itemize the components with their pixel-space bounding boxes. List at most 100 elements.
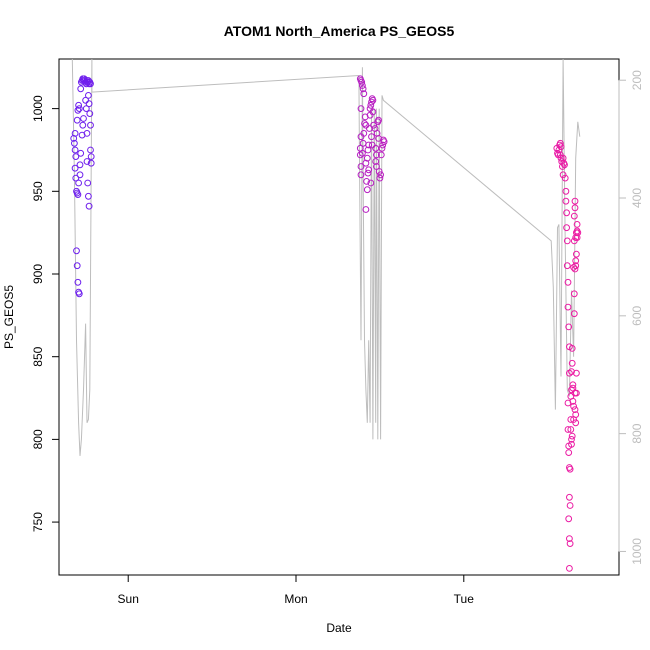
data-point (77, 149, 85, 157)
data-point (357, 163, 365, 170)
data-point (572, 257, 580, 265)
data-point (76, 171, 84, 179)
data-point (77, 85, 85, 93)
data-point (362, 121, 370, 129)
data-point (368, 133, 375, 141)
data-point (573, 221, 581, 228)
data-point (85, 92, 92, 99)
data-point (83, 158, 91, 165)
data-point (565, 323, 573, 331)
data-point (72, 153, 80, 161)
data-point (565, 515, 573, 523)
data-point (563, 262, 571, 270)
data-point (87, 146, 94, 154)
data-point (559, 154, 567, 162)
data-point (73, 116, 81, 124)
data-point (566, 493, 573, 501)
data-point (75, 101, 82, 109)
data-point (85, 192, 92, 200)
y2-tick-label: 600 (630, 305, 644, 325)
y-tick-label: 850 (31, 346, 45, 366)
data-point (361, 120, 368, 127)
plot-frame (58, 58, 620, 576)
data-point (71, 130, 79, 137)
data-point (573, 250, 580, 258)
data-point (561, 174, 569, 182)
y2-tick-label: 200 (630, 70, 644, 90)
data-point (563, 224, 570, 232)
data-point (74, 106, 82, 114)
data-point (360, 90, 368, 98)
data-point (74, 191, 82, 199)
data-point (566, 565, 573, 572)
data-point (569, 381, 577, 389)
data-point (557, 154, 565, 162)
data-point (75, 290, 83, 298)
data-point (378, 144, 386, 152)
x-axis: Sun Mon Tue (118, 574, 475, 606)
data-point (71, 146, 79, 154)
data-point (565, 449, 573, 457)
data-point (559, 163, 566, 170)
data-point (570, 212, 578, 220)
data-point (377, 151, 385, 159)
data-point (82, 96, 89, 104)
data-point (357, 105, 365, 112)
data-point (566, 540, 574, 547)
data-point (573, 369, 580, 377)
data-point (359, 149, 366, 157)
data-point (573, 389, 580, 397)
data-point (571, 265, 579, 273)
point-series-3 (553, 139, 582, 572)
y-tick-label: 750 (31, 512, 45, 532)
data-point (562, 187, 570, 195)
data-point (357, 171, 365, 179)
data-point (571, 197, 579, 205)
data-point (85, 202, 93, 210)
data-point (356, 151, 364, 159)
data-point (571, 406, 579, 414)
data-point (572, 419, 580, 427)
data-point (373, 163, 380, 170)
data-point (83, 130, 91, 137)
data-point (368, 98, 375, 106)
data-point (564, 303, 572, 311)
data-point (71, 164, 79, 172)
data-point (370, 121, 378, 129)
x-tick-label: Mon (284, 592, 307, 606)
data-point (568, 345, 576, 352)
data-point (365, 141, 373, 149)
data-point (573, 234, 581, 242)
data-point (74, 278, 82, 286)
data-point (369, 96, 377, 104)
y-tick-label: 900 (31, 264, 45, 284)
data-point (362, 206, 370, 213)
x-tick-label: Tue (454, 592, 475, 606)
x-tick-label: Sun (118, 592, 139, 606)
data-point (566, 369, 573, 377)
data-point (567, 416, 575, 423)
data-point (358, 78, 366, 86)
y-axis-label: PS_GEOS5 (2, 285, 16, 349)
data-point (364, 169, 372, 177)
data-point (564, 426, 572, 433)
data-point (367, 179, 375, 187)
y2-tick-label: 1000 (630, 538, 644, 565)
data-point (556, 139, 564, 147)
data-point (359, 85, 367, 93)
data-point (572, 411, 580, 419)
data-point (376, 174, 384, 182)
data-point (568, 440, 575, 448)
data-point (570, 290, 578, 298)
data-point (562, 197, 570, 205)
data-point (72, 174, 80, 182)
data-point (566, 502, 574, 509)
data-point (360, 130, 368, 137)
data-point (372, 158, 380, 165)
data-point (570, 402, 577, 410)
data-point (365, 166, 373, 174)
data-point (86, 110, 94, 117)
data-point (363, 154, 371, 162)
data-point (557, 143, 565, 151)
data-point (574, 229, 582, 237)
